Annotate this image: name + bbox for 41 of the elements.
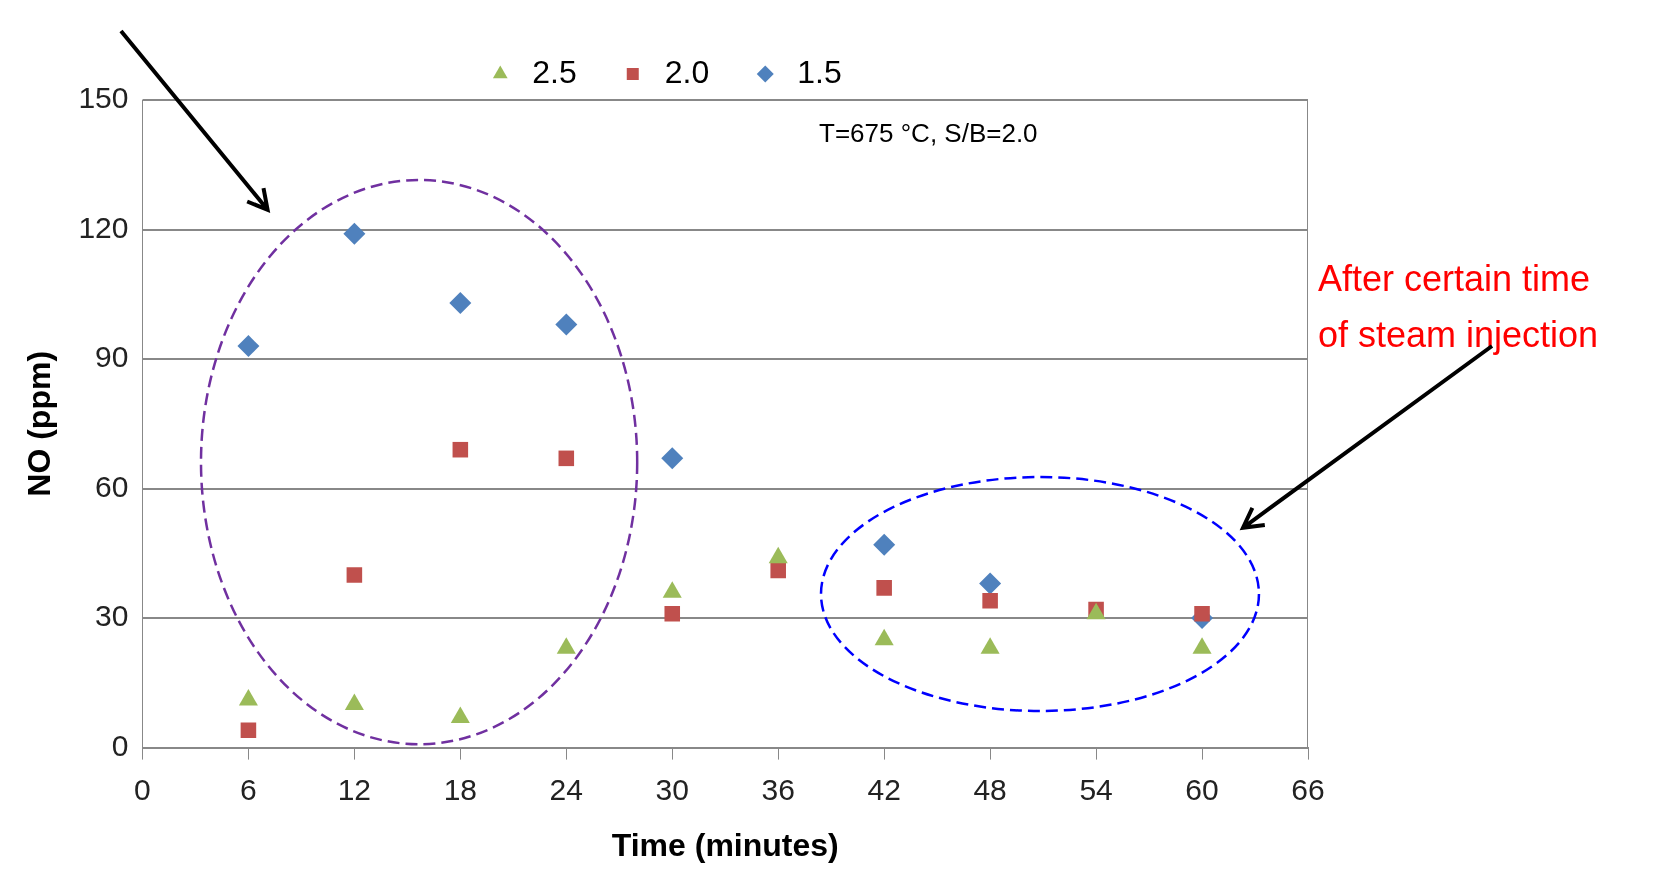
legend-label: 2.0 — [664, 53, 710, 90]
x-tick-label: 54 — [1079, 772, 1113, 806]
y-tick-label: 60 — [95, 469, 129, 503]
x-axis-title: Time (minutes) — [611, 826, 839, 863]
point — [979, 572, 1002, 595]
x-tick-label: 42 — [867, 772, 901, 806]
x-tick-label: 0 — [134, 772, 151, 806]
y-tick-label: 120 — [78, 210, 129, 244]
x-tick-label: 12 — [337, 772, 372, 806]
x-tick-label: 66 — [1291, 772, 1325, 806]
y-tick-label: 0 — [111, 728, 129, 762]
point — [240, 722, 257, 739]
point — [1194, 605, 1210, 622]
point — [555, 313, 578, 336]
point — [876, 580, 892, 596]
y-tick-label: 90 — [95, 340, 129, 374]
x-tick-label: 18 — [443, 772, 478, 806]
y-tick-label: 30 — [95, 599, 129, 633]
point — [343, 222, 366, 245]
y-tick-label: 150 — [78, 81, 129, 115]
point — [558, 450, 575, 467]
y-axis-title: NO (ppm) — [21, 350, 58, 497]
point — [664, 605, 681, 622]
x-tick-label: 6 — [240, 772, 257, 806]
x-tick-label: 36 — [761, 772, 795, 806]
text: After certain time of steam injection — [1318, 258, 1599, 356]
point — [982, 593, 998, 609]
point — [873, 533, 896, 556]
point — [449, 291, 472, 314]
point — [770, 562, 786, 579]
point — [452, 441, 469, 458]
point — [237, 335, 260, 358]
point — [346, 567, 363, 583]
legend-label: 2.5 — [532, 53, 577, 90]
x-tick-label: 30 — [655, 772, 689, 806]
annotation: T=675 °C, S/B=2.0 — [819, 117, 1038, 148]
legend-label: 1.5 — [797, 53, 842, 90]
x-tick-label: 60 — [1185, 772, 1219, 806]
x-tick-label: 24 — [549, 772, 583, 806]
x-tick-label: 48 — [973, 772, 1007, 806]
point — [661, 447, 684, 470]
